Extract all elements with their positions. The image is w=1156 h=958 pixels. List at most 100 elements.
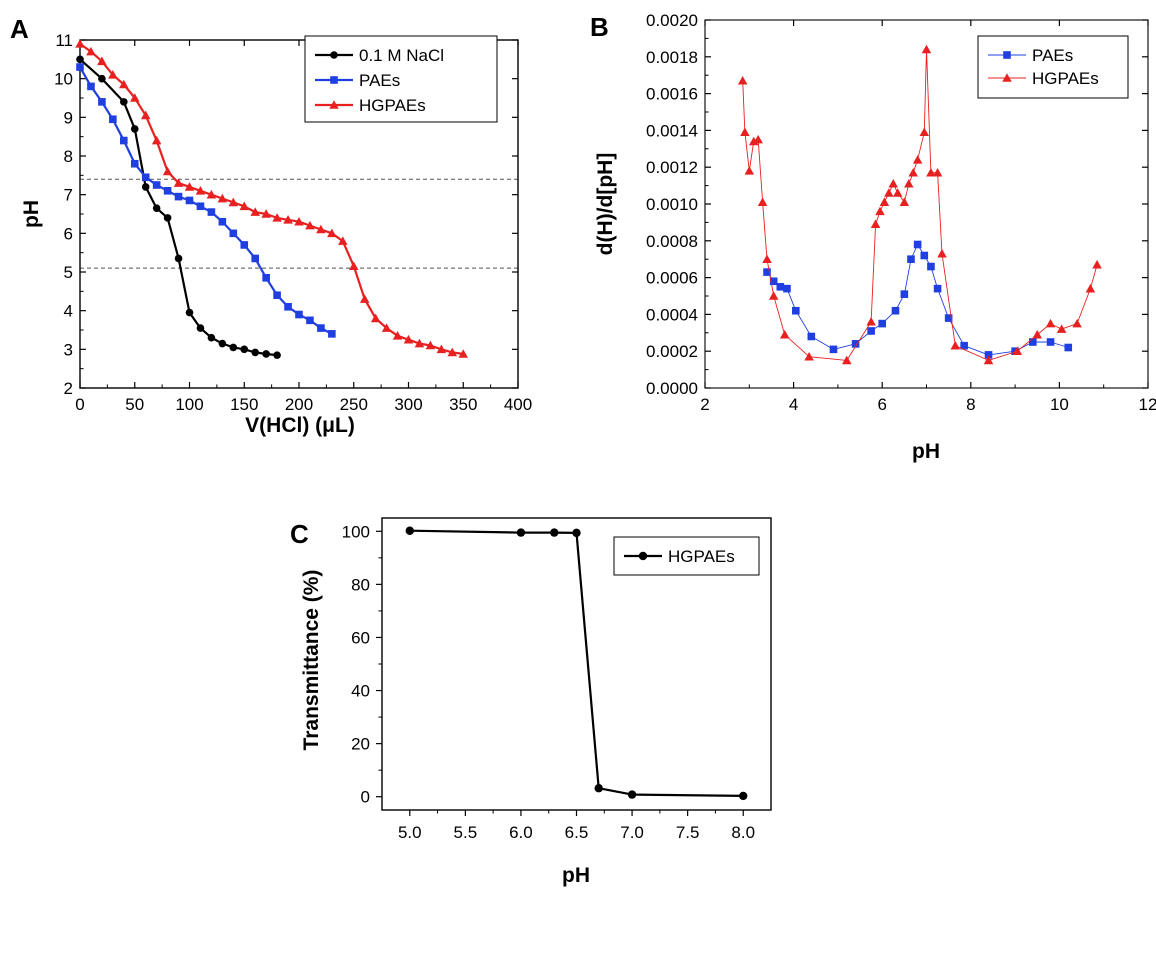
x-tick-label: 5.5 (454, 823, 478, 842)
data-point (842, 355, 852, 365)
y-tick-label: 0.0004 (646, 305, 698, 324)
y-axis-label: pH (20, 200, 43, 228)
data-point (1032, 329, 1042, 339)
data-point (284, 303, 292, 311)
data-point (1012, 346, 1023, 355)
data-point (152, 204, 161, 212)
legend-swatch-marker (330, 76, 338, 84)
legend-entry: PAEs (359, 71, 400, 90)
legend-entry: HGPAEs (668, 547, 735, 566)
data-point (804, 351, 814, 361)
data-point (762, 254, 772, 263)
series-paes (763, 240, 1073, 359)
data-point (776, 283, 785, 291)
data-point (744, 166, 755, 175)
x-tick-label: 6.0 (509, 823, 533, 842)
data-point (550, 528, 559, 537)
legend-swatch-marker (1002, 73, 1012, 82)
data-point (926, 167, 936, 177)
data-point (891, 306, 900, 315)
data-point (305, 220, 315, 230)
panel-letter-c: C (290, 519, 309, 549)
data-point (436, 344, 447, 354)
data-point (866, 317, 876, 326)
data-point (594, 784, 603, 793)
x-tick-label: 50 (125, 395, 144, 414)
y-tick-label: 0.0006 (646, 269, 698, 288)
data-point (753, 134, 763, 144)
data-point (184, 182, 195, 191)
data-point (261, 209, 271, 218)
x-tick-label: 10 (1050, 395, 1069, 414)
data-point (1045, 318, 1056, 328)
data-point (196, 324, 205, 332)
data-point (97, 56, 107, 66)
y-axis-label: Transmittance (%) (300, 570, 323, 751)
data-point (98, 98, 106, 106)
data-point (229, 343, 238, 352)
data-point (960, 341, 968, 350)
data-point (119, 79, 129, 89)
y-tick-label: 60 (351, 628, 370, 647)
data-point (370, 313, 381, 323)
data-point (229, 229, 238, 238)
data-point (240, 241, 249, 249)
data-point (1056, 324, 1067, 333)
y-tick-label: 20 (351, 735, 370, 754)
y-tick-label: 0.0016 (646, 85, 698, 104)
data-point (185, 308, 194, 317)
series-hgpaes (405, 526, 748, 801)
data-point (109, 115, 117, 124)
data-point (912, 155, 923, 164)
data-point (927, 262, 935, 271)
series-paes (76, 63, 336, 338)
data-point (327, 228, 337, 238)
data-point (907, 255, 915, 263)
x-tick-label: 200 (285, 395, 313, 414)
x-tick-label: 350 (449, 395, 477, 414)
data-point (403, 334, 414, 344)
y-tick-label: 0.0002 (646, 342, 698, 361)
data-point (250, 207, 260, 216)
data-point (899, 197, 910, 206)
y-tick-label: 0.0012 (646, 158, 698, 177)
data-point (879, 197, 890, 206)
data-point (1072, 318, 1082, 328)
data-point (878, 319, 886, 328)
data-point (768, 291, 779, 300)
legend-entry: HGPAEs (1032, 69, 1099, 88)
data-point (174, 192, 183, 201)
data-point (913, 240, 922, 249)
data-point (983, 355, 994, 365)
x-axis-label: pH (562, 864, 590, 887)
data-point (904, 179, 914, 188)
data-point (933, 284, 942, 293)
data-point (317, 324, 325, 332)
legend-entry: PAEs (1032, 46, 1073, 65)
legend-swatch-marker (330, 51, 338, 59)
data-point (152, 181, 161, 189)
data-point (763, 268, 771, 276)
data-point (737, 75, 748, 85)
data-point (757, 197, 768, 206)
legend: PAEs HGPAEs (977, 35, 1129, 99)
data-point (425, 340, 436, 350)
data-point (87, 82, 95, 91)
x-tick-label: 7.0 (620, 823, 644, 842)
x-tick-label: 100 (175, 395, 203, 414)
data-point (75, 39, 85, 48)
series-hgpaes (737, 44, 1102, 365)
x-tick-label: 8.0 (731, 823, 755, 842)
data-point (217, 193, 228, 203)
x-tick-label: 300 (394, 395, 422, 414)
data-point (120, 98, 128, 106)
data-point (414, 338, 425, 348)
data-point (792, 306, 800, 315)
data-point (163, 187, 172, 195)
data-point (328, 330, 336, 338)
x-tick-label: 7.5 (676, 823, 700, 842)
data-point (783, 284, 791, 293)
y-tick-label: 0 (361, 788, 370, 807)
y-tick-label: 11 (55, 31, 73, 50)
